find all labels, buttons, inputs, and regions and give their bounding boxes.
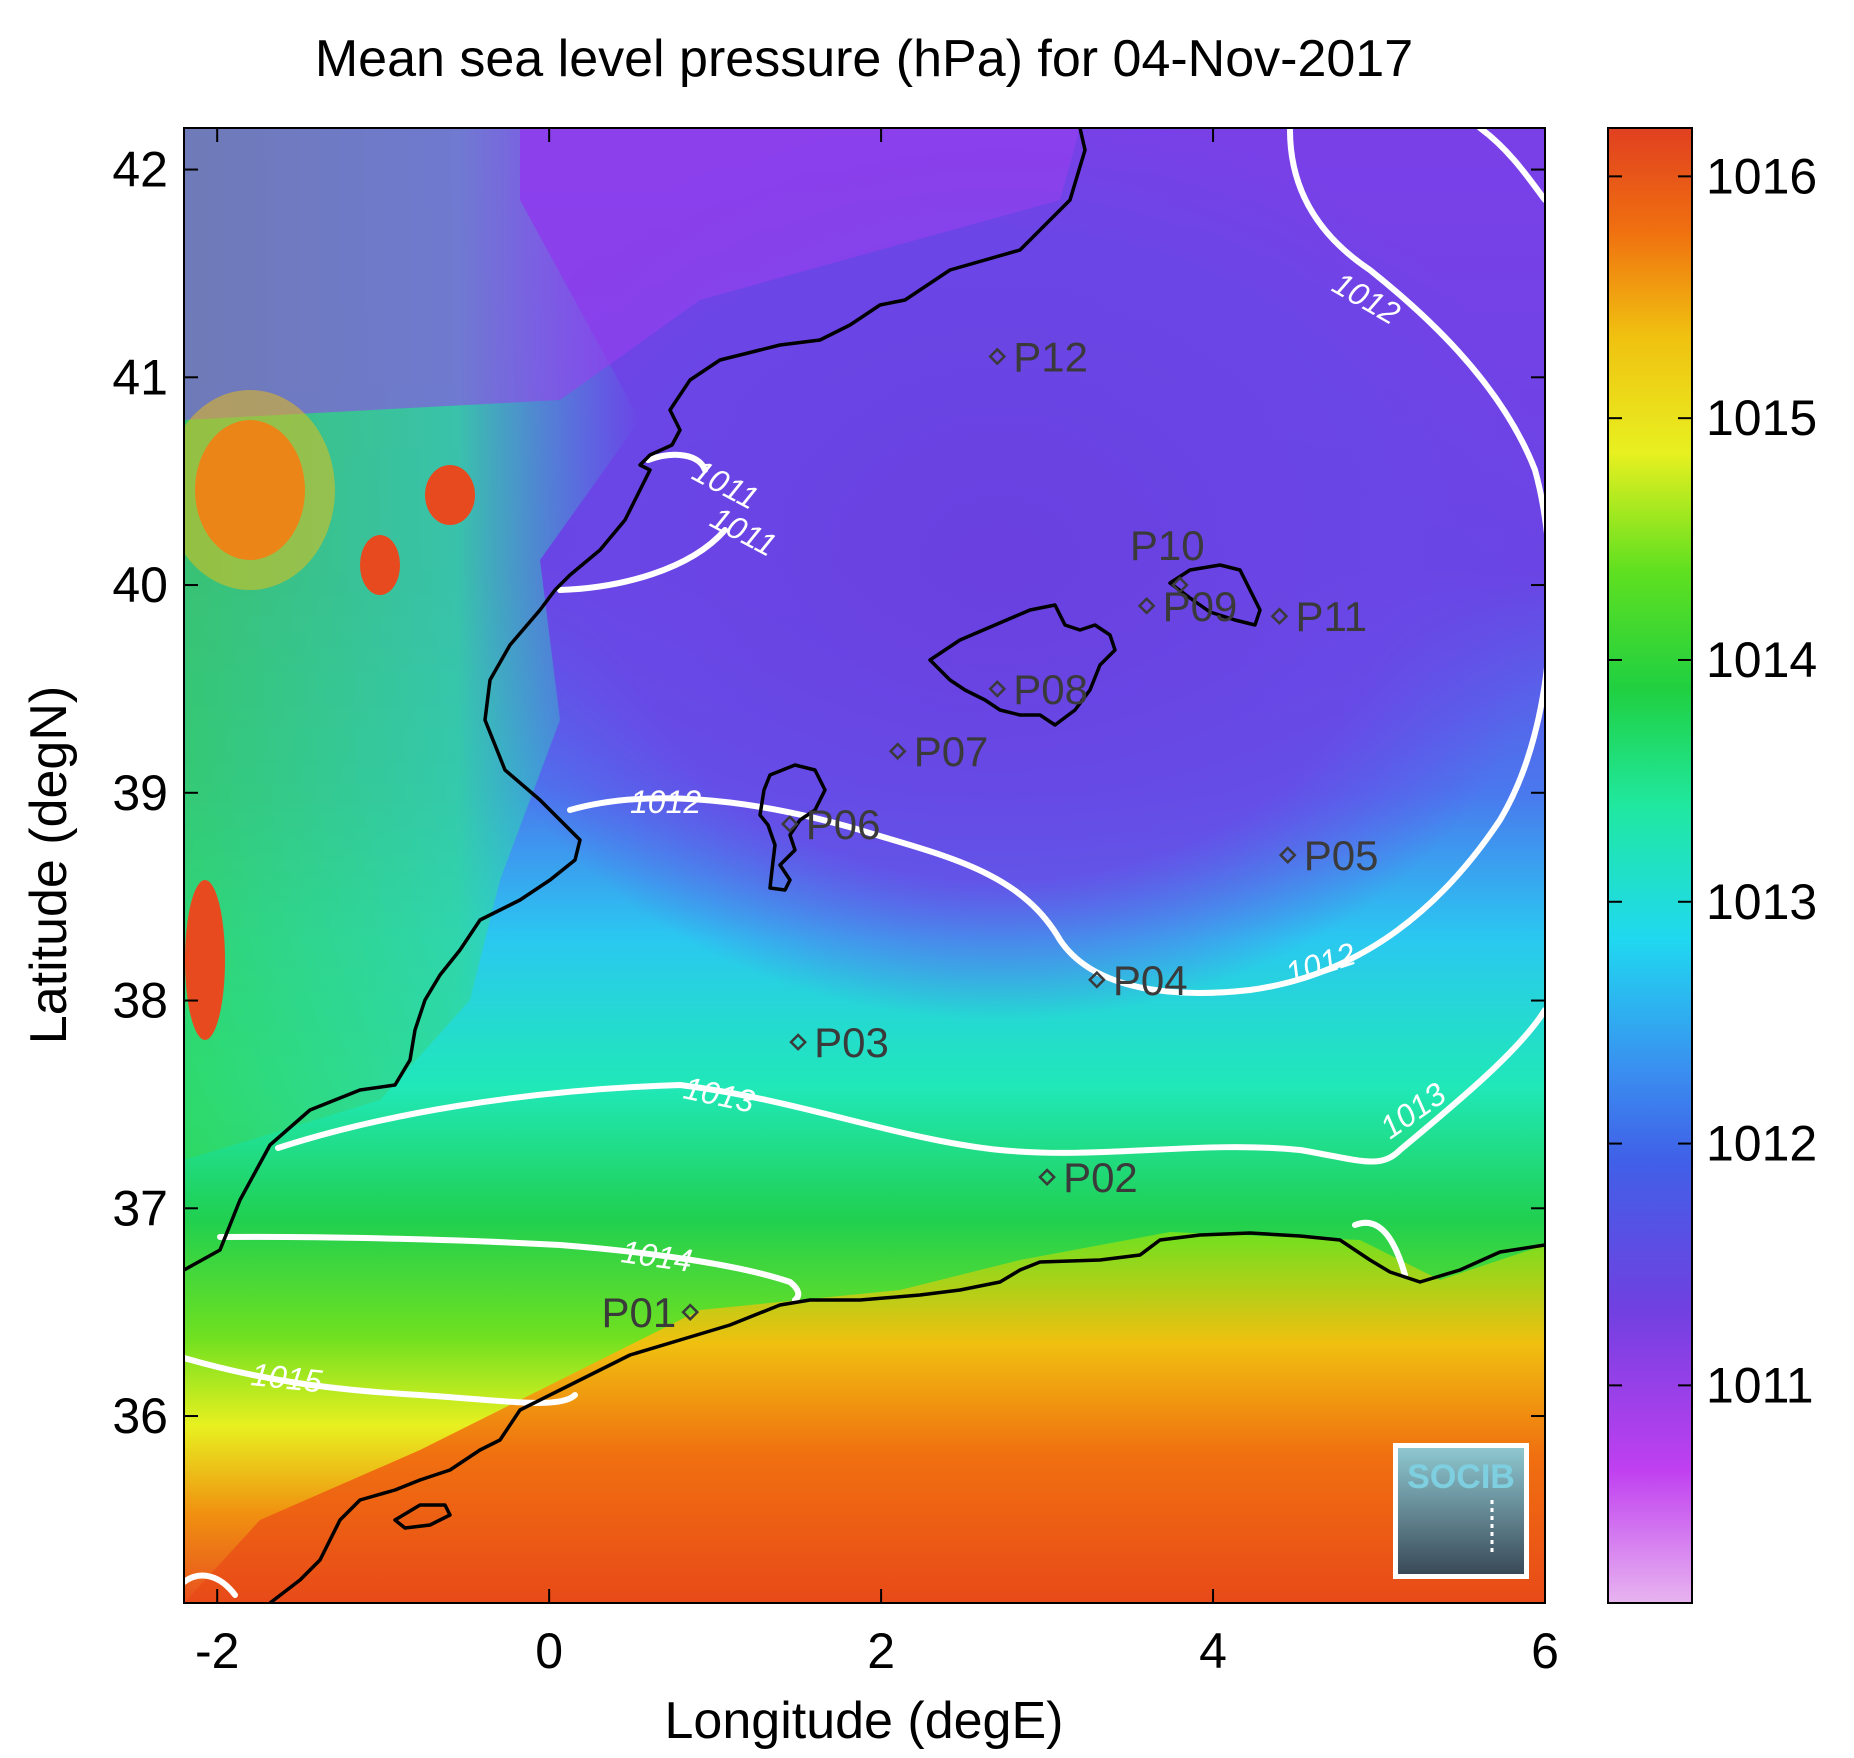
colorbar-tick-label: 1016 bbox=[1706, 148, 1817, 204]
contour-1015 bbox=[184, 1355, 578, 1406]
station-label: P08 bbox=[1013, 666, 1088, 713]
plot-area: 1011 1011 1012 1012 1012 1013 1013 1014 … bbox=[184, 128, 1545, 1603]
contour-1013-se bbox=[1352, 1220, 1408, 1278]
station-label: P06 bbox=[806, 801, 881, 848]
station-marker bbox=[789, 1033, 807, 1051]
y-axis-label: Latitude (degN) bbox=[20, 686, 78, 1044]
x-tick-label: -2 bbox=[195, 1623, 239, 1679]
x-tick-label: 0 bbox=[535, 1623, 563, 1679]
y-tick-label: 37 bbox=[112, 1180, 168, 1236]
y-tick-label: 42 bbox=[112, 142, 168, 198]
colorbar: 1016 1015 1014 1013 1012 1011 bbox=[1607, 127, 1817, 1604]
menorca-coastline bbox=[1168, 563, 1262, 627]
colorbar-gradient bbox=[1607, 127, 1693, 1604]
contour-label: 1012 bbox=[630, 784, 701, 820]
high-spot bbox=[425, 465, 475, 525]
contour-1011 bbox=[645, 451, 708, 473]
alboran-island-coastline bbox=[393, 1503, 452, 1530]
x-axis: -2 0 2 4 6 bbox=[195, 128, 1559, 1679]
station-label: P12 bbox=[1013, 334, 1088, 381]
station-label: P03 bbox=[814, 1019, 889, 1066]
x-axis-label: Longitude (degE) bbox=[665, 1692, 1064, 1750]
iberia-coastline bbox=[184, 128, 1087, 1272]
station-label: P09 bbox=[1163, 583, 1238, 630]
station-group: P01 P02 P03 P04 P05 P06 P07 P08 P09 P10 P11 P12 bbox=[601, 334, 1378, 1337]
station-marker bbox=[1270, 607, 1289, 626]
station-label: P04 bbox=[1113, 957, 1188, 1004]
station-label: P11 bbox=[1295, 593, 1367, 640]
africa-land-field bbox=[184, 1232, 1545, 1603]
station-label: P07 bbox=[914, 728, 989, 775]
socib-logo: SOCIB bbox=[1393, 1443, 1529, 1579]
contour-lines bbox=[184, 128, 1545, 1598]
contour-label: 1015 bbox=[249, 1356, 324, 1399]
high-spot bbox=[360, 535, 400, 595]
mallorca-coastline bbox=[928, 603, 1117, 727]
low-pressure-center bbox=[440, 128, 1545, 1020]
colorbar-tick-label: 1015 bbox=[1706, 390, 1817, 446]
y-tick-label: 41 bbox=[112, 349, 168, 405]
station-label: P02 bbox=[1063, 1154, 1138, 1201]
colorbar-ticks: 1016 1015 1014 1013 1012 1011 bbox=[1608, 148, 1817, 1413]
station-marker bbox=[988, 347, 1007, 366]
colorbar-tick-label: 1011 bbox=[1706, 1357, 1814, 1413]
colorbar-tick-label: 1012 bbox=[1706, 1116, 1817, 1172]
station-label: P10 bbox=[1130, 522, 1205, 569]
contour-1012 bbox=[567, 128, 1545, 996]
ibiza-coastline bbox=[758, 763, 827, 892]
contour-1013 bbox=[275, 1007, 1545, 1165]
station-marker bbox=[1038, 1168, 1056, 1186]
station-marker bbox=[681, 1303, 700, 1321]
contour-1012-ne bbox=[1477, 128, 1545, 203]
contour-1014 bbox=[217, 1233, 802, 1303]
y-tick-label: 40 bbox=[112, 557, 168, 613]
iberia-north-field bbox=[184, 128, 1080, 420]
y-axis: 42 41 40 39 38 37 36 bbox=[112, 142, 1545, 1444]
high-spot bbox=[185, 880, 225, 1040]
colorbar-tick-label: 1013 bbox=[1706, 874, 1817, 930]
x-tick-label: 6 bbox=[1531, 1623, 1559, 1679]
high-spot bbox=[184, 390, 335, 590]
station-label: P01 bbox=[601, 1289, 676, 1336]
x-tick-label: 2 bbox=[867, 1623, 895, 1679]
africa-coastline bbox=[268, 1231, 1545, 1603]
colorbar-tick-label: 1014 bbox=[1706, 632, 1817, 688]
station-marker bbox=[1088, 970, 1106, 989]
chart-title: Mean sea level pressure (hPa) for 04-Nov… bbox=[315, 30, 1413, 88]
station-label: P05 bbox=[1304, 832, 1379, 879]
y-tick-label: 38 bbox=[112, 973, 168, 1029]
station-marker bbox=[1171, 576, 1189, 594]
station-marker bbox=[888, 742, 907, 761]
station-marker bbox=[1278, 846, 1297, 864]
plot-frame bbox=[183, 127, 1546, 1604]
station-marker bbox=[988, 680, 1007, 698]
x-tick-label: 4 bbox=[1199, 1623, 1227, 1679]
coastlines bbox=[184, 128, 1545, 1603]
station-marker bbox=[780, 815, 799, 833]
logo-text: SOCIB bbox=[1407, 1458, 1515, 1496]
contour-1015-sw bbox=[184, 1572, 238, 1598]
logo-background bbox=[1398, 1448, 1524, 1574]
y-tick-label: 36 bbox=[112, 1388, 168, 1444]
y-tick-label: 39 bbox=[112, 765, 168, 821]
contour-1011 bbox=[557, 527, 728, 593]
station-marker bbox=[1137, 596, 1156, 615]
